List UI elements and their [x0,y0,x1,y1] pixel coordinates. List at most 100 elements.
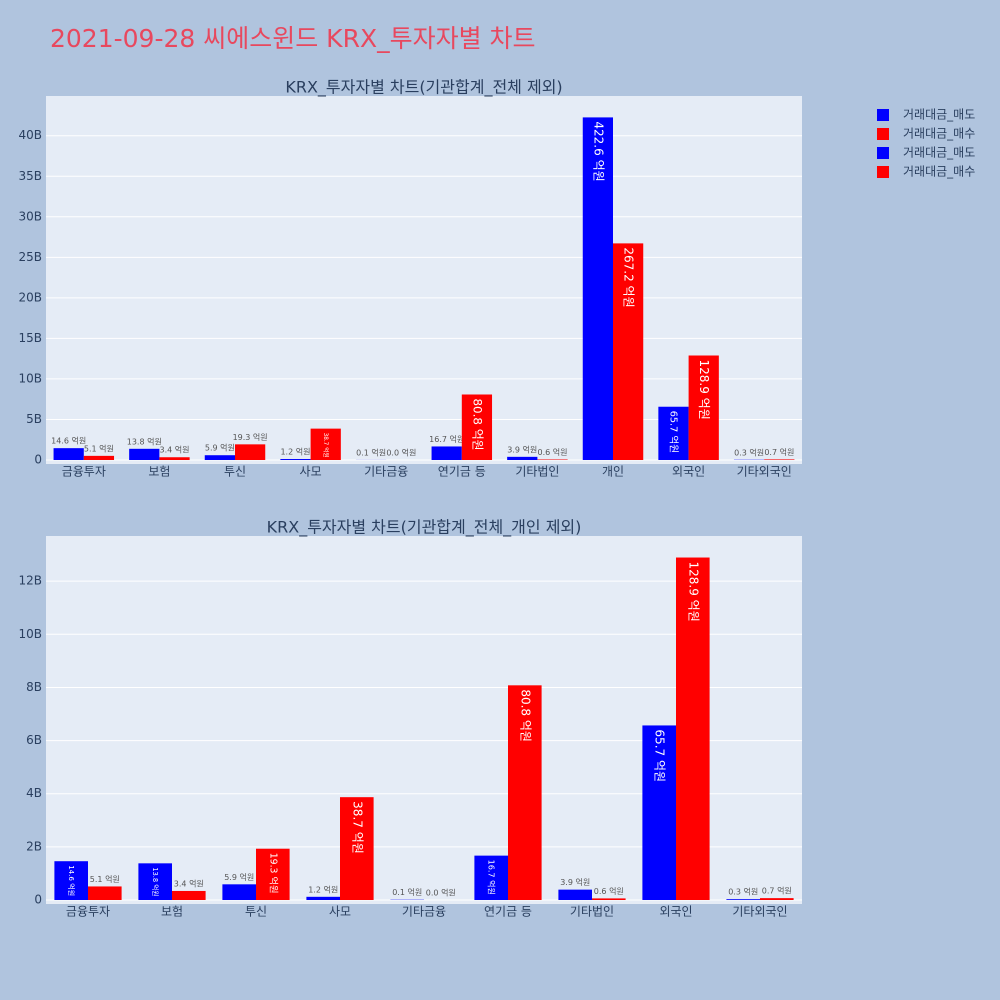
bar [676,557,710,900]
value-label: 1.2 억원 [308,884,338,894]
value-label: 80.8 억원 [518,689,532,742]
x-tick-label: 기타외국인 [732,905,787,919]
bar [340,797,374,900]
y-tick-label: 10B [18,627,42,641]
value-label: 38.7 억원 [350,801,364,854]
value-label: 65.7 억원 [653,729,667,782]
x-tick-label: 외국인 [659,905,692,919]
value-label: 14.6 억원 [67,865,76,896]
legend-swatch [877,109,889,121]
legend-label: 거래대금_매수 [903,127,975,141]
value-label: 16.7 억원 [487,860,497,895]
y-tick-label: 15B [18,331,42,345]
x-tick-label: 투신 [224,465,246,479]
legend-label: 거래대금_매도 [903,146,975,160]
value-label: 0.6 억원 [594,886,624,896]
bar [642,725,676,900]
x-tick-label: 사모 [329,905,351,919]
x-tick-label: 개인 [602,465,624,479]
bar [613,243,644,460]
value-label: 16.7 억원 [429,434,464,444]
y-tick-label: 10B [18,371,42,385]
bar [256,848,290,900]
value-label: 422.6 억원 [591,121,605,181]
x-tick-label: 금융투자 [66,905,110,919]
plot-area [46,96,802,464]
legend-label: 거래대금_매도 [903,108,975,122]
legend-swatch [877,147,889,159]
x-tick-label: 금융투자 [62,465,106,479]
x-tick-label: 보험 [148,465,170,479]
bar [172,890,206,900]
x-tick-label: 사모 [300,465,322,479]
value-label: 5.9 억원 [224,872,254,882]
bar [204,455,235,460]
value-label: 65.7 억원 [667,411,679,453]
value-label: 267.2 억원 [622,247,636,307]
bar [222,884,256,900]
bar [688,355,719,460]
value-label: 3.9 억원 [507,444,537,454]
value-label: 80.8 억원 [470,398,484,450]
x-tick-label: 기타법인 [570,905,614,919]
x-tick-label: 투신 [245,905,267,919]
y-tick-label: 20B [18,290,42,304]
bar [558,889,592,900]
value-label: 0.1 억원 [356,447,386,457]
bar [310,428,341,460]
bar [54,861,88,900]
value-label: 5.1 억원 [90,874,120,884]
bar [764,459,795,460]
bar [461,394,493,460]
value-label: 38.7 억원 [322,433,330,458]
value-label: 14.6 억원 [51,436,86,446]
value-label: 0.6 억원 [538,447,568,457]
legend-swatch [877,128,889,140]
y-tick-label: 8B [26,680,42,694]
bar [235,444,266,460]
x-tick-label: 기타외국인 [737,465,792,479]
bar [83,455,115,460]
bar [88,886,122,900]
value-label: 19.3 억원 [233,432,268,442]
x-tick-label: 기타법인 [515,465,559,479]
value-label: 0.3 억원 [728,887,758,897]
y-tick-label: 2B [26,839,42,853]
bar [53,448,84,460]
chart-title: KRX_투자자별 차트(기관합계_전체 제외) [285,78,562,98]
value-label: 3.4 억원 [174,878,204,888]
value-label: 13.8 억원 [127,436,162,446]
bar [582,117,613,461]
bar [129,448,160,460]
bar [507,456,538,460]
page-title: 2021-09-28 씨에스윈드 KRX_투자자별 차트 [50,24,536,53]
y-tick-label: 5B [26,412,42,426]
value-label: 1.2 억원 [280,447,310,457]
y-tick-label: 6B [26,733,42,747]
x-tick-label: 기타금융 [402,905,446,919]
bar [306,896,340,900]
y-tick-label: 25B [18,250,42,264]
y-tick-label: 12B [18,574,42,588]
value-label: 0.3 억원 [734,447,764,457]
bar [159,457,190,460]
value-label: 128.9 억원 [697,360,711,420]
x-tick-label: 연기금 등 [438,465,486,479]
legend-label: 거래대금_매수 [903,165,975,179]
value-label: 0.7 억원 [764,447,794,457]
y-tick-label: 0 [34,453,42,467]
bar [431,446,462,460]
x-tick-label: 보험 [161,905,183,919]
value-label: 0.7 억원 [762,886,792,896]
value-label: 5.1 억원 [84,443,114,453]
bar [280,459,311,460]
value-label: 0.0 억원 [426,888,456,898]
x-tick-label: 기타금융 [364,465,408,479]
x-tick-label: 외국인 [672,465,705,479]
chart-title: KRX_투자자별 차트(기관합계_전체_개인 제외) [267,518,582,538]
bar [658,406,689,460]
y-tick-label: 30B [18,209,42,223]
bar [474,855,508,900]
bar [508,685,542,900]
